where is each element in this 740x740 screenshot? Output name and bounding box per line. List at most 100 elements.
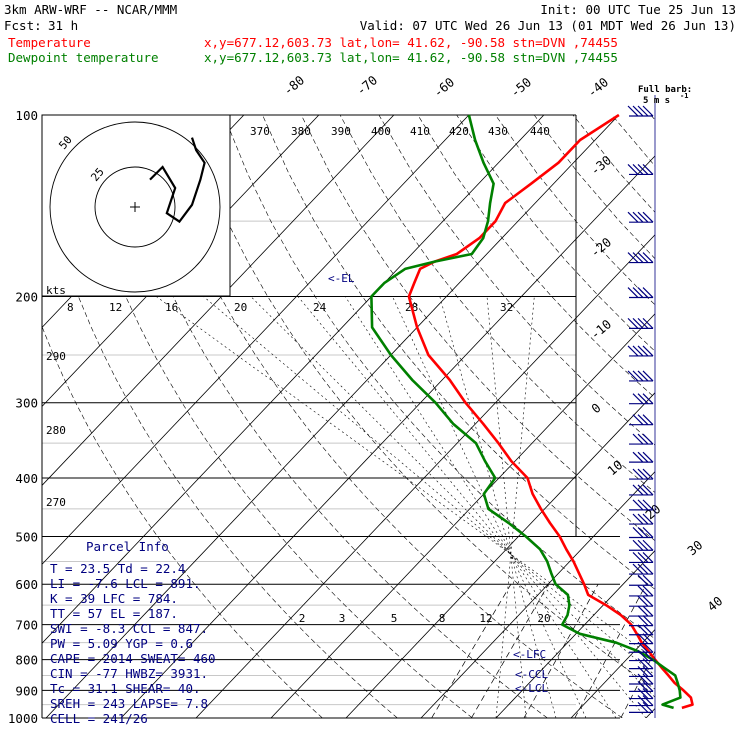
isotherm-line	[120, 155, 655, 718]
mixing-ratio-label: 5	[391, 612, 398, 625]
wind-barb	[629, 527, 654, 539]
moist-adiabat	[392, 296, 587, 718]
barb-legend-title: Full barb:	[638, 85, 692, 95]
parcel-row: SWI = -8.3 CCL = 847.	[50, 621, 208, 636]
isotherm-line	[645, 707, 655, 718]
mixing-ratio-line	[523, 584, 599, 718]
wind-barb	[629, 433, 654, 445]
wind-barb	[629, 688, 654, 700]
pressure-label: 600	[15, 577, 38, 592]
mixing-ratio-label: 20	[537, 612, 550, 625]
wind-barb	[629, 499, 654, 511]
dry-adiabat	[378, 115, 655, 446]
hodograph-kts-label: kts	[46, 284, 66, 297]
hodograph-ring-outer	[49, 121, 221, 293]
dewpoint-profile	[370, 114, 682, 710]
dry-adiabat	[611, 115, 655, 167]
mixing-ratio-line	[574, 584, 647, 718]
barb-legend-value: 5 m s	[643, 96, 670, 106]
wind-barb	[629, 641, 654, 653]
pressure-label: 1000	[8, 711, 38, 726]
wind-barb	[629, 680, 654, 693]
temperature-profile	[407, 113, 694, 710]
wind-barb	[629, 605, 654, 617]
wind-barb	[629, 615, 654, 627]
model-title: 3km ARW-WRF -- NCAR/MMM	[4, 2, 177, 17]
theta-label: 270	[46, 496, 66, 509]
isotherm-line	[495, 550, 655, 718]
wind-barbs	[627, 95, 656, 718]
isotherm-label: 40	[704, 593, 725, 614]
hodograph-center	[130, 202, 140, 212]
wind-barb	[629, 484, 654, 496]
wind-barb	[629, 633, 654, 645]
theta-label: 370	[250, 125, 270, 138]
theta-label: 420	[449, 125, 469, 138]
pressure-label: 100	[15, 108, 38, 123]
theta-label: 290	[46, 350, 66, 363]
hodograph-speed-label: 32	[500, 301, 513, 314]
hodograph-speed-label: 8	[67, 301, 74, 314]
parcel-row: TT = 57 EL = 187.	[50, 606, 178, 621]
isotherm-label: -40	[584, 74, 611, 100]
location-temperature: x,y=677.12,603.73 lat,lon= 41.62, -90.58…	[204, 35, 618, 50]
wind-barb	[629, 513, 654, 525]
isotherm-line	[420, 471, 655, 718]
wind-barb	[629, 451, 654, 463]
parcel-row: CELL = 241/26	[50, 711, 148, 726]
wind-barb	[629, 650, 654, 662]
isotherm-label: 30	[684, 537, 705, 558]
dry-adiabat	[145, 115, 623, 718]
pressure-label: 900	[15, 683, 38, 698]
el-marker: <-EL	[328, 272, 355, 285]
isotherm-label: -50	[507, 74, 534, 100]
wind-barb	[629, 539, 654, 551]
wind-barb	[629, 414, 654, 426]
ccl-marker: <-CCL	[515, 668, 548, 681]
wind-barb	[627, 370, 654, 382]
barb-legend-exp: -1	[680, 92, 688, 100]
theta-label: 380	[291, 125, 311, 138]
legend-dewpoint: Dewpoint temperature	[8, 50, 159, 65]
wind-barb	[629, 595, 654, 607]
wind-barb	[629, 563, 654, 575]
dry-adiabat	[495, 115, 655, 306]
lfc-marker: <-LFC	[513, 648, 546, 661]
wind-barb	[627, 287, 654, 299]
mixing-ratio-line	[431, 584, 512, 718]
moist-adiabat	[297, 296, 647, 718]
isotherm-label: -10	[587, 316, 614, 342]
isotherm-line	[195, 234, 655, 718]
parcel-row: PW = 5.09 YGP = 0.6	[50, 636, 193, 651]
isotherm-line	[42, 115, 545, 644]
location-dewpoint: x,y=677.12,603.73 lat,lon= 41.62, -90.58…	[204, 50, 618, 65]
isotherm-label: 10	[604, 457, 625, 478]
wind-barb	[627, 252, 654, 264]
theta-label: 430	[488, 125, 508, 138]
dry-adiabat	[184, 115, 655, 690]
fcst-value: 31 h	[48, 18, 78, 33]
isotherm-line	[42, 115, 395, 486]
wind-barb	[629, 624, 654, 636]
lcl-marker: <-LCL	[515, 682, 548, 695]
isotherm-label: -80	[280, 72, 307, 98]
wind-barb	[629, 468, 654, 480]
dry-adiabat	[223, 115, 655, 640]
dry-adiabat	[42, 177, 398, 718]
init-time: Init: 00 UTC Tue 25 Jun 13	[540, 2, 736, 17]
parcel-row: CAPE = 2014 SWEAT= 460	[50, 651, 216, 666]
wind-barb	[627, 345, 654, 357]
pressure-label: 800	[15, 653, 38, 668]
isotherm-line	[345, 392, 655, 718]
isotherm-line	[45, 115, 620, 718]
isotherm-line	[270, 313, 655, 718]
wind-barb	[629, 393, 654, 405]
hodograph-ring-inner	[94, 166, 176, 248]
wind-barb	[629, 701, 654, 713]
theta-label: 390	[331, 125, 351, 138]
sounding-profiles	[370, 113, 694, 710]
isotherm-line	[42, 115, 470, 565]
wind-barb	[627, 317, 654, 329]
